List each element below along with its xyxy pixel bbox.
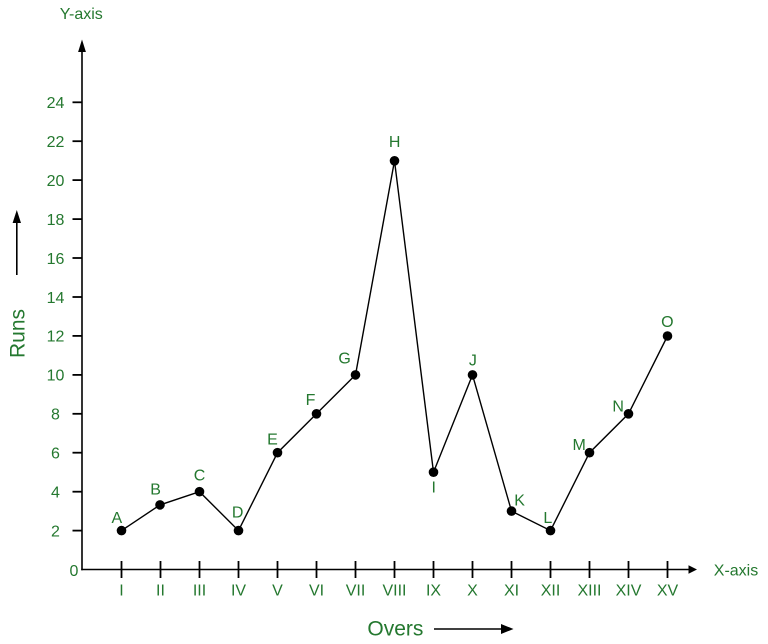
svg-text:20: 20 — [47, 173, 65, 190]
svg-text:10: 10 — [47, 368, 65, 385]
svg-text:VII: VII — [346, 583, 366, 600]
svg-text:XI: XI — [504, 583, 519, 600]
svg-text:IV: IV — [231, 583, 246, 600]
svg-text:X: X — [467, 583, 478, 600]
svg-text:K: K — [514, 493, 525, 510]
svg-text:C: C — [194, 467, 206, 484]
svg-text:N: N — [612, 398, 624, 415]
svg-text:III: III — [193, 583, 206, 600]
svg-text:O: O — [661, 314, 673, 331]
svg-text:24: 24 — [47, 95, 65, 112]
svg-text:XV: XV — [657, 583, 679, 600]
svg-text:Runs: Runs — [7, 309, 30, 358]
svg-text:16: 16 — [47, 251, 65, 268]
svg-text:A: A — [111, 510, 122, 527]
svg-text:VIII: VIII — [382, 583, 406, 600]
svg-text:I: I — [431, 480, 435, 497]
svg-text:0: 0 — [70, 563, 79, 580]
svg-text:12: 12 — [47, 329, 65, 346]
svg-text:IX: IX — [426, 583, 441, 600]
svg-text:4: 4 — [51, 485, 60, 502]
svg-text:II: II — [156, 583, 165, 600]
svg-text:V: V — [272, 583, 283, 600]
svg-text:E: E — [267, 431, 278, 448]
svg-text:8: 8 — [51, 407, 60, 424]
svg-text:M: M — [573, 437, 586, 454]
svg-text:XIII: XIII — [577, 583, 601, 600]
svg-text:B: B — [150, 482, 161, 499]
svg-text:L: L — [543, 510, 552, 527]
svg-text:X-axis: X-axis — [714, 563, 758, 580]
svg-text:F: F — [306, 392, 316, 409]
svg-text:I: I — [119, 583, 123, 600]
svg-text:G: G — [338, 350, 350, 367]
svg-text:J: J — [469, 352, 477, 369]
svg-text:H: H — [389, 134, 401, 151]
svg-text:XIV: XIV — [616, 583, 642, 600]
svg-text:2: 2 — [51, 523, 60, 540]
svg-text:XII: XII — [541, 583, 561, 600]
svg-text:18: 18 — [47, 212, 65, 229]
svg-text:22: 22 — [47, 134, 65, 151]
svg-text:14: 14 — [47, 290, 65, 307]
svg-text:6: 6 — [51, 446, 60, 463]
svg-text:Y-axis: Y-axis — [60, 6, 103, 23]
svg-text:VI: VI — [309, 583, 324, 600]
svg-text:Overs: Overs — [367, 618, 423, 641]
svg-text:D: D — [232, 505, 244, 522]
